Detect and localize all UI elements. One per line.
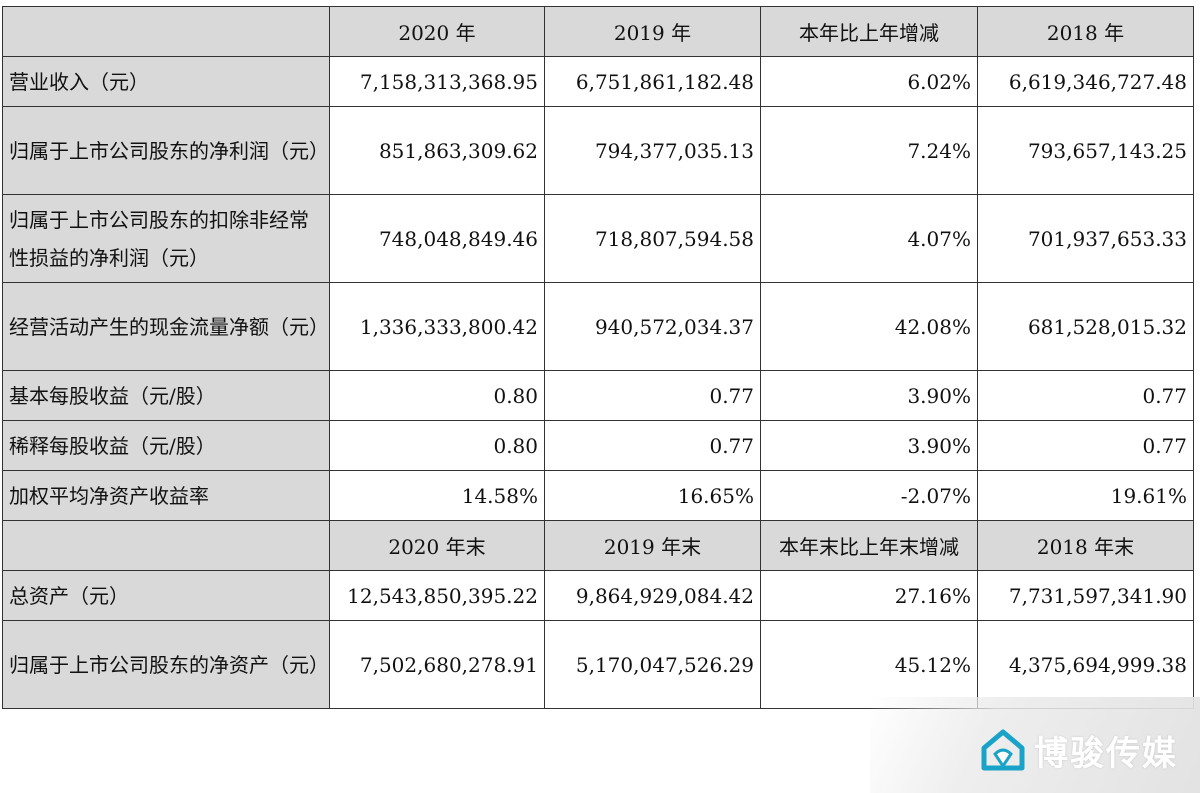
value-2020: 7,502,680,278.91 bbox=[329, 620, 545, 709]
row-label: 稀释每股收益（元/股） bbox=[2, 420, 330, 471]
row-label: 归属于上市公司股东的净资产（元） bbox=[2, 620, 330, 709]
value-2019: 718,807,594.58 bbox=[544, 194, 761, 283]
header-cell-2018: 2018 年 bbox=[977, 6, 1194, 57]
value-change: 3.90% bbox=[760, 420, 978, 471]
table-row: 基本每股收益（元/股） 0.80 0.77 3.90% 0.77 bbox=[2, 370, 1194, 421]
table-row: 总资产（元） 12,543,850,395.22 9,864,929,084.4… bbox=[2, 570, 1194, 621]
header-cell-2019: 2019 年 bbox=[544, 6, 761, 57]
value-2019: 0.77 bbox=[544, 420, 761, 471]
value-2019: 5,170,047,526.29 bbox=[544, 620, 761, 709]
table-row: 经营活动产生的现金流量净额（元） 1,336,333,800.42 940,57… bbox=[2, 282, 1194, 371]
table-row: 加权平均净资产收益率 14.58% 16.65% -2.07% 19.61% bbox=[2, 470, 1194, 521]
value-change: -2.07% bbox=[760, 470, 978, 521]
value-change: 27.16% bbox=[760, 570, 978, 621]
value-2019: 794,377,035.13 bbox=[544, 106, 761, 195]
value-2019: 940,572,034.37 bbox=[544, 282, 761, 371]
value-2019: 9,864,929,084.42 bbox=[544, 570, 761, 621]
value-2018: 7,731,597,341.90 bbox=[977, 570, 1194, 621]
header-cell-2018-end: 2018 年末 bbox=[977, 520, 1194, 571]
value-2020: 12,543,850,395.22 bbox=[329, 570, 545, 621]
value-2018: 0.77 bbox=[977, 370, 1194, 421]
watermark-background bbox=[870, 697, 1200, 793]
value-change: 7.24% bbox=[760, 106, 978, 195]
value-2018: 793,657,143.25 bbox=[977, 106, 1194, 195]
value-2020: 0.80 bbox=[329, 370, 545, 421]
value-2020: 7,158,313,368.95 bbox=[329, 56, 545, 107]
header-cell-empty bbox=[2, 6, 330, 57]
value-2020: 0.80 bbox=[329, 420, 545, 471]
table-row: 归属于上市公司股东的扣除非经常性损益的净利润（元） 748,048,849.46… bbox=[2, 194, 1194, 283]
header-cell-change-end: 本年末比上年末增减 bbox=[760, 520, 978, 571]
value-change: 4.07% bbox=[760, 194, 978, 283]
value-2020: 14.58% bbox=[329, 470, 545, 521]
value-2019: 0.77 bbox=[544, 370, 761, 421]
header-cell-empty bbox=[2, 520, 330, 571]
value-change: 42.08% bbox=[760, 282, 978, 371]
value-2020: 748,048,849.46 bbox=[329, 194, 545, 283]
row-label: 经营活动产生的现金流量净额（元） bbox=[2, 282, 330, 371]
watermark-text: 博骏传媒 bbox=[1034, 734, 1178, 774]
value-2020: 851,863,309.62 bbox=[329, 106, 545, 195]
header-cell-2020-end: 2020 年末 bbox=[329, 520, 545, 571]
financial-summary-table: 2020 年 2019 年 本年比上年增减 2018 年 营业收入（元） 7,1… bbox=[2, 6, 1194, 709]
header-row-bottom: 2020 年末 2019 年末 本年末比上年末增减 2018 年末 bbox=[2, 520, 1194, 571]
value-2018: 19.61% bbox=[977, 470, 1194, 521]
value-2018: 0.77 bbox=[977, 420, 1194, 471]
header-cell-2020: 2020 年 bbox=[329, 6, 545, 57]
watermark: 博骏传媒 bbox=[980, 726, 1178, 775]
header-cell-change: 本年比上年增减 bbox=[760, 6, 978, 57]
value-2018: 6,619,346,727.48 bbox=[977, 56, 1194, 107]
value-change: 6.02% bbox=[760, 56, 978, 107]
value-2019: 16.65% bbox=[544, 470, 761, 521]
row-label: 归属于上市公司股东的扣除非经常性损益的净利润（元） bbox=[2, 194, 330, 283]
value-2018: 681,528,015.32 bbox=[977, 282, 1194, 371]
house-logo-icon bbox=[980, 728, 1026, 774]
table-row: 稀释每股收益（元/股） 0.80 0.77 3.90% 0.77 bbox=[2, 420, 1194, 471]
value-2020: 1,336,333,800.42 bbox=[329, 282, 545, 371]
table-row: 归属于上市公司股东的净利润（元） 851,863,309.62 794,377,… bbox=[2, 106, 1194, 195]
row-label: 加权平均净资产收益率 bbox=[2, 470, 330, 521]
value-change: 3.90% bbox=[760, 370, 978, 421]
header-cell-2019-end: 2019 年末 bbox=[544, 520, 761, 571]
row-label: 总资产（元） bbox=[2, 570, 330, 621]
table-row: 营业收入（元） 7,158,313,368.95 6,751,861,182.4… bbox=[2, 56, 1194, 107]
value-2019: 6,751,861,182.48 bbox=[544, 56, 761, 107]
value-2018: 4,375,694,999.38 bbox=[977, 620, 1194, 709]
table-row: 归属于上市公司股东的净资产（元） 7,502,680,278.91 5,170,… bbox=[2, 620, 1194, 709]
value-change: 45.12% bbox=[760, 620, 978, 709]
value-2018: 701,937,653.33 bbox=[977, 194, 1194, 283]
header-row-top: 2020 年 2019 年 本年比上年增减 2018 年 bbox=[2, 6, 1194, 57]
row-label: 归属于上市公司股东的净利润（元） bbox=[2, 106, 330, 195]
row-label: 营业收入（元） bbox=[2, 56, 330, 107]
row-label: 基本每股收益（元/股） bbox=[2, 370, 330, 421]
